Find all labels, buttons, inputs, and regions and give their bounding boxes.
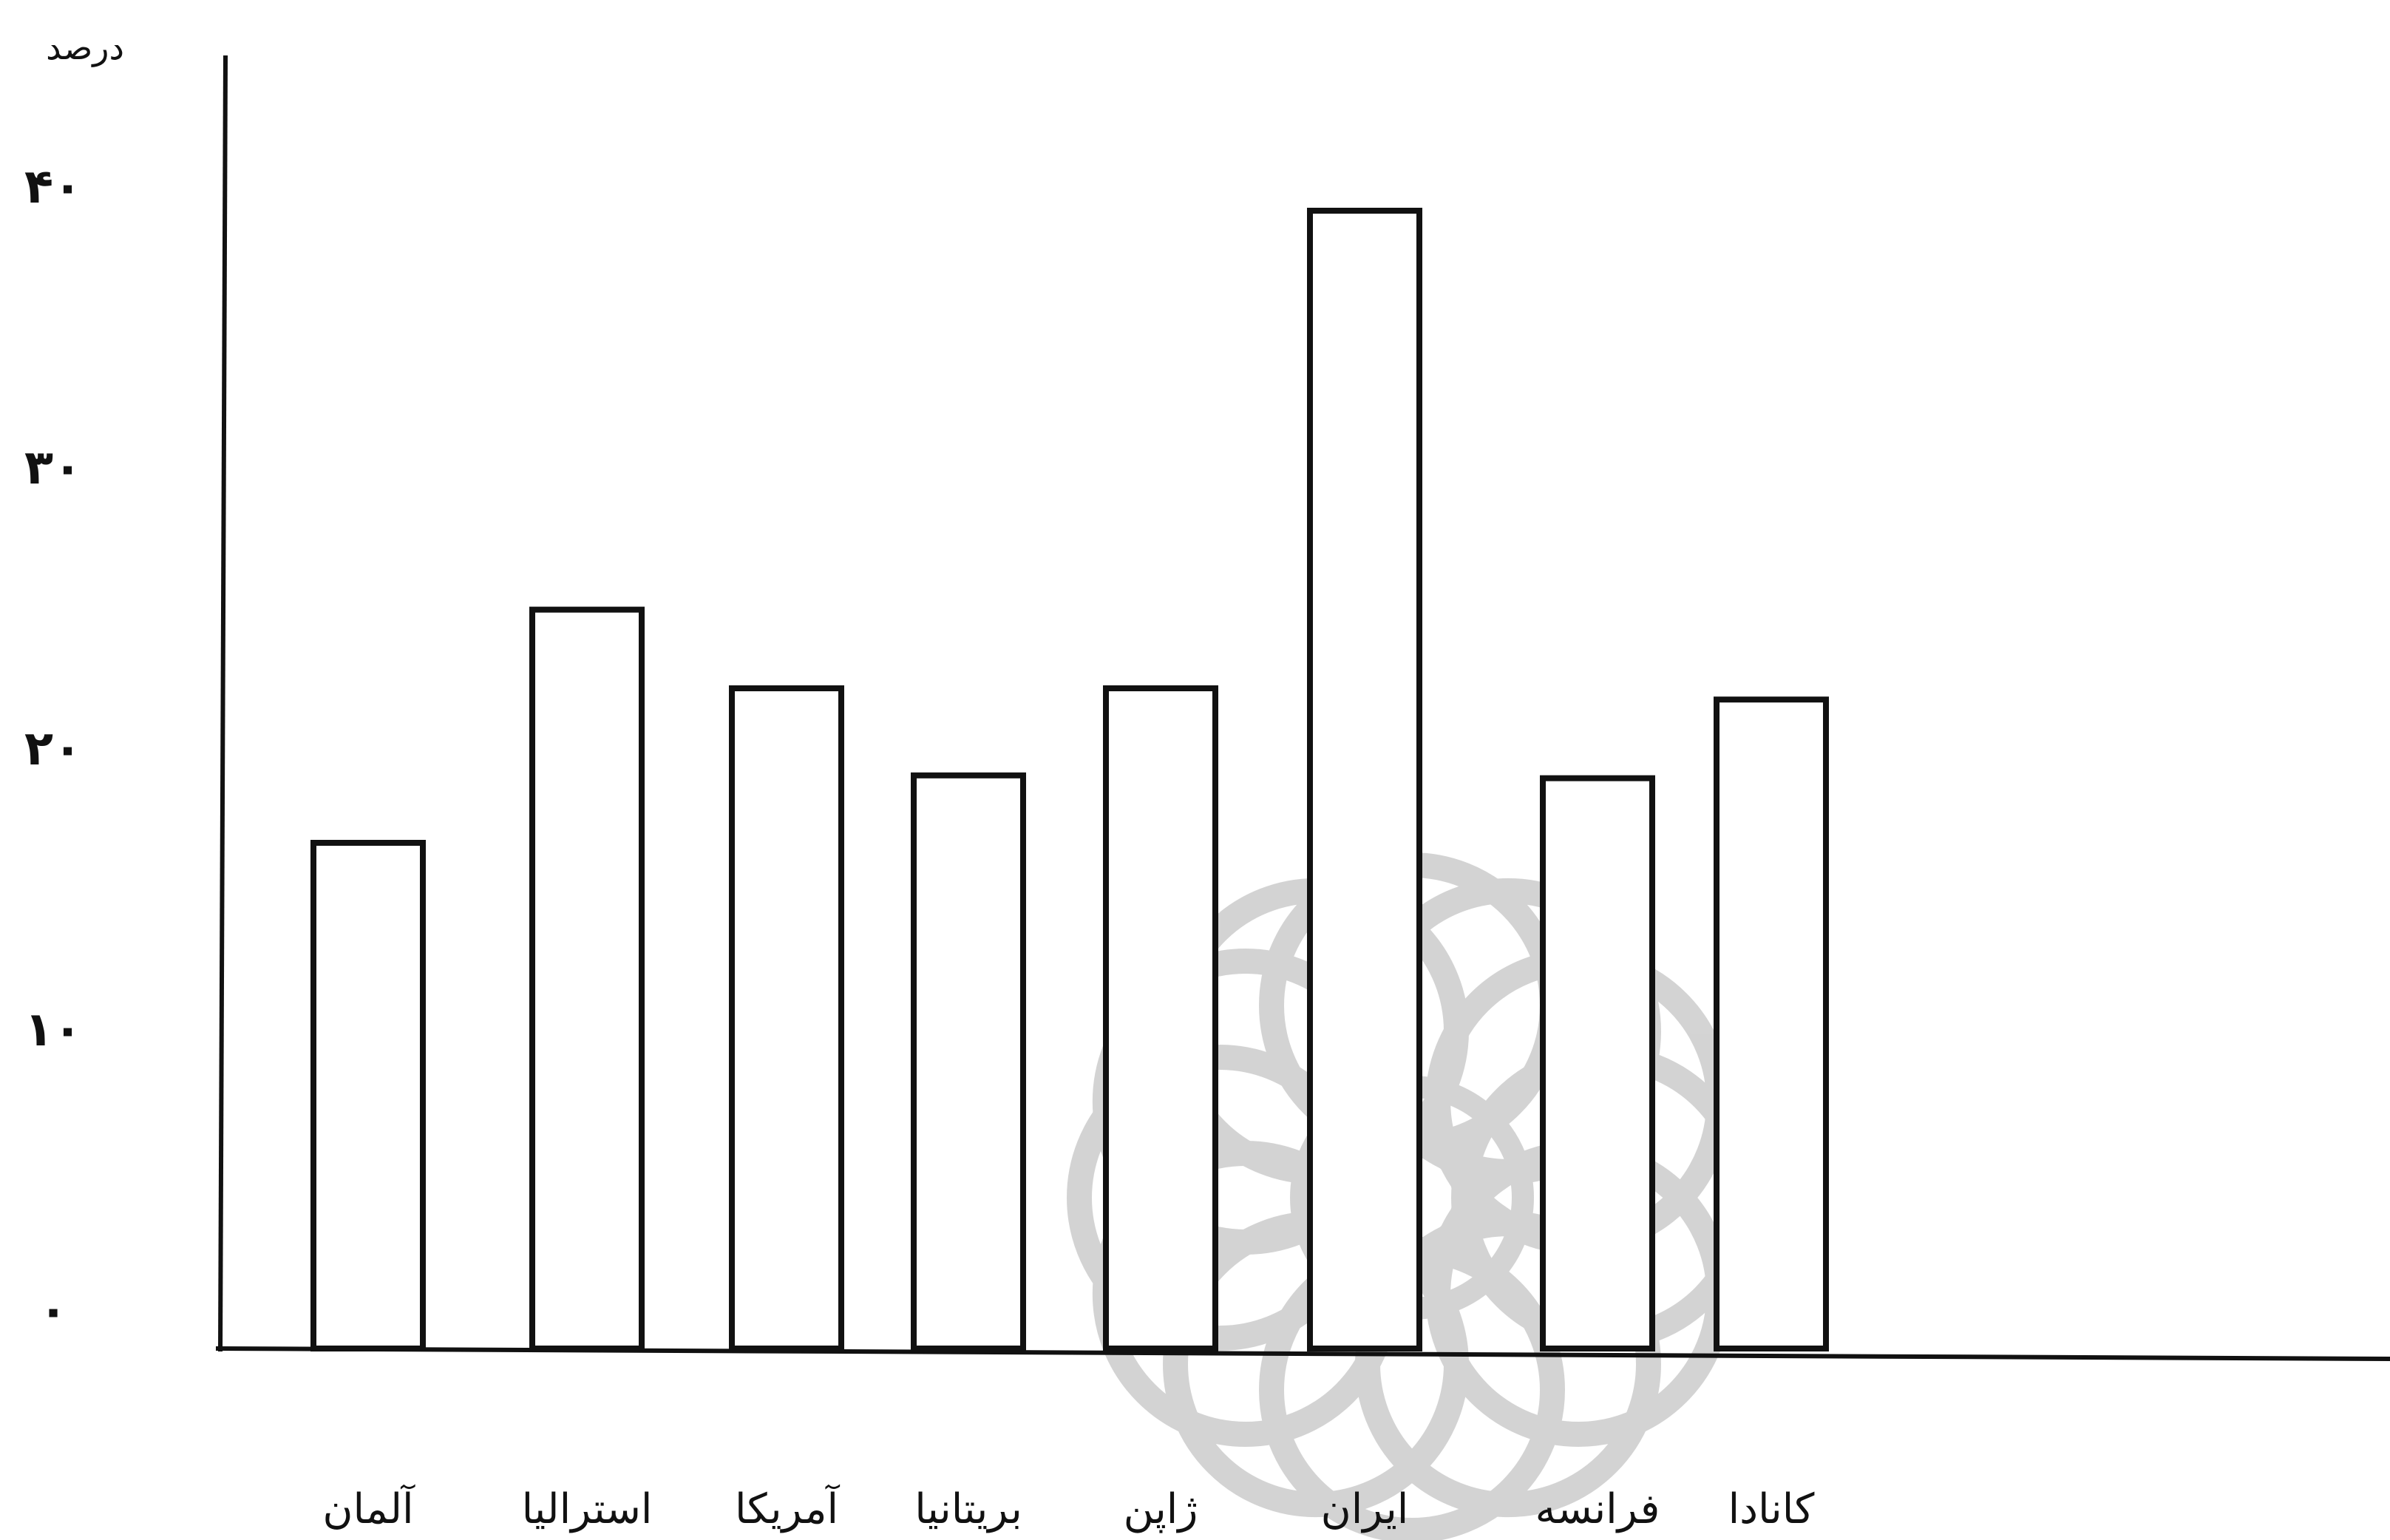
y-axis-line [218,55,228,1352]
y-tick-label: ٢٠ [24,722,82,776]
y-tick-label: ۴٠ [24,160,82,214]
x-category-label: استراليا [522,1485,653,1533]
x-category-label: آمريكا [735,1484,840,1533]
x-category-label: ايران [1321,1485,1409,1533]
bar [1307,208,1422,1351]
x-category-label: بريتانيا [914,1485,1022,1533]
bars [310,208,1829,1352]
x-category-label: كانادا [1728,1485,1815,1533]
bar [729,685,844,1351]
bar [1714,696,1829,1351]
x-category-label: فرانسه [1535,1485,1660,1533]
x-category-label: ژاپن [1124,1485,1198,1533]
watermark-petal [1355,1211,1661,1518]
bar [1103,685,1218,1351]
y-tick-labels: ٠ ١٠ ٢٠ ٣٠ ۴٠ [24,160,82,1338]
x-category-label: آلمان [322,1484,415,1533]
bar [310,840,426,1351]
category-labels: آلمان استراليا آمريكا بريتانيا ژاپن ايران فران… [322,1484,1814,1533]
bar [529,606,645,1351]
y-axis-unit-label: درصد [46,27,124,67]
y-tick-label: ١٠ [24,1003,82,1057]
y-tick-label: ٠ [38,1283,67,1338]
y-tick-label: ٣٠ [24,441,82,495]
bar [1540,775,1655,1351]
bar [911,772,1026,1352]
